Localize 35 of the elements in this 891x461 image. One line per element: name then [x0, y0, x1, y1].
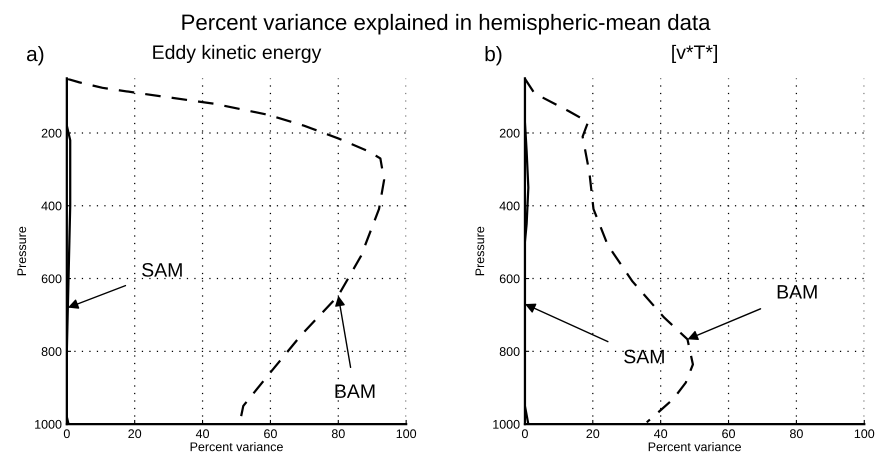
- chart-title: Eddy kinetic energy: [153, 44, 322, 63]
- x-tick-label: 60: [722, 429, 735, 438]
- y-tick-label: 800: [42, 347, 62, 356]
- x-tick-label: 40: [196, 429, 210, 438]
- text: b): [486, 46, 502, 66]
- annotation: SAM: [624, 350, 664, 364]
- y-tick-label: 600: [500, 274, 520, 284]
- y-axis-title: Pressure: [17, 226, 26, 276]
- x-axis-title: Percent variance: [648, 442, 741, 452]
- x-tick-label: 40: [654, 429, 668, 438]
- x-tick-label: 80: [790, 429, 803, 438]
- chart-title: [v*T*]: [672, 44, 717, 63]
- y-tick-label: 400: [500, 202, 520, 210]
- y-tick-label: 200: [500, 128, 520, 138]
- x-tick-label: 80: [332, 429, 345, 438]
- y-axis-title: Pressure: [476, 226, 484, 276]
- x-tick-label: 0: [64, 429, 70, 438]
- y-tick-label: 400: [41, 202, 62, 210]
- text: Percent variance explained in hemispheric-mean data: [182, 14, 710, 35]
- y-tick-label: 600: [42, 274, 62, 284]
- y-tick-label: 200: [42, 128, 62, 138]
- x-tick-label: 100: [854, 429, 874, 438]
- text: a): [26, 46, 44, 66]
- x-tick-label: 100: [396, 429, 416, 438]
- annotation: BAM: [778, 285, 817, 299]
- annotation: SAM: [142, 262, 182, 277]
- x-tick-label: 0: [522, 429, 528, 438]
- y-tick-label: 1000: [493, 420, 520, 429]
- annotation: BAM: [335, 384, 374, 398]
- x-tick-label: 60: [264, 429, 277, 438]
- x-axis-title: Percent variance: [190, 442, 283, 452]
- x-tick-label: 20: [128, 429, 142, 438]
- y-tick-label: 1000: [35, 420, 62, 429]
- x-tick-label: 20: [586, 429, 600, 438]
- y-tick-label: 800: [500, 347, 520, 356]
